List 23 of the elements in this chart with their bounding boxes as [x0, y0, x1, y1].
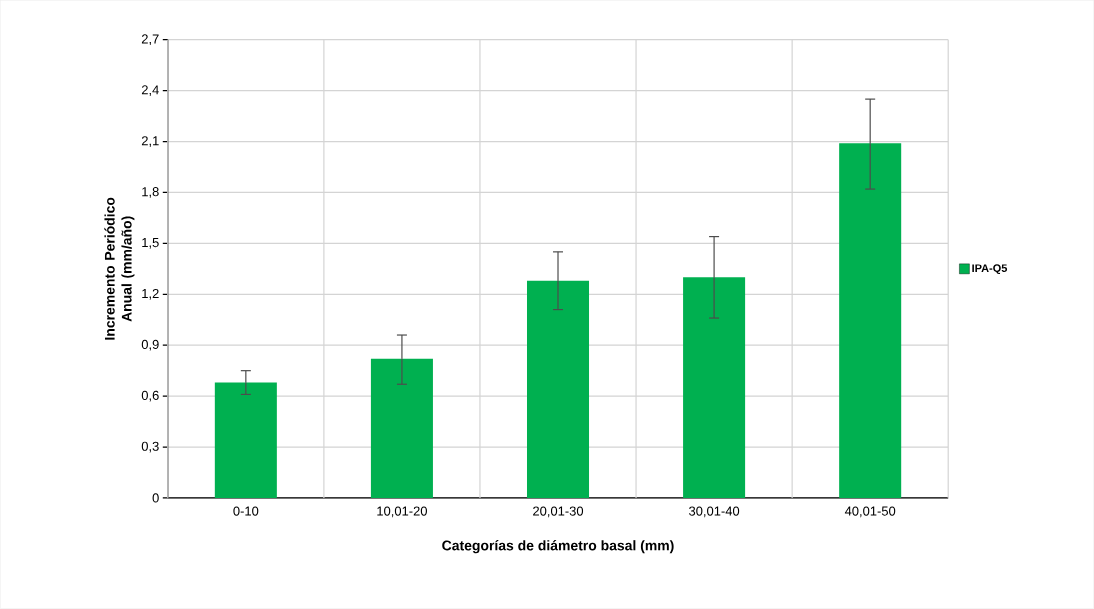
y-tick-label: 0,6 [141, 390, 159, 402]
y-tick-label: 1,5 [142, 238, 159, 249]
y-tick-label: 0,3 [141, 441, 159, 453]
y-tick-label: 1,8 [142, 187, 159, 198]
x-tick-label: 0-10 [233, 506, 259, 516]
x-axis-title: Categorías de diámetro basal (mm) [442, 540, 674, 554]
x-tick-label: 10,01-20 [377, 506, 427, 518]
y-tick-label: 2,7 [141, 34, 159, 46]
bar [839, 143, 902, 499]
y-tick-label: 1,2 [142, 289, 159, 300]
x-tick-label: 30,01-40 [689, 506, 740, 518]
x-tick-label: 40,01-50 [844, 506, 896, 518]
y-tick-label: 0 [152, 493, 159, 503]
legend-label: IPA-Q5 [972, 264, 1008, 275]
bar [526, 280, 590, 499]
x-tick-label: 20,01-30 [533, 506, 584, 518]
bar [370, 358, 433, 499]
y-tick-label: 0,9 [141, 340, 159, 351]
y-axis-title: Incremento Periódico Anual (mm/año) [104, 197, 135, 340]
y-tick-label: 2,1 [141, 136, 159, 148]
y-tick-label: 2,4 [141, 85, 159, 97]
bar [683, 277, 746, 499]
bar [214, 382, 277, 499]
